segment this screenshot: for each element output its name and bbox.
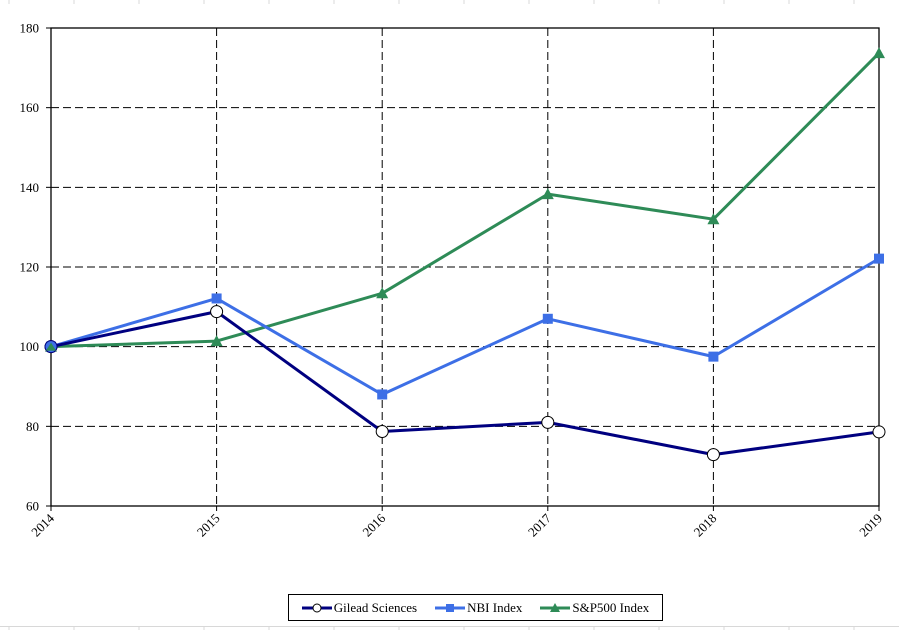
legend-label: Gilead Sciences	[333, 599, 418, 615]
square-marker-icon	[542, 313, 553, 324]
triangle-marker-icon	[541, 188, 554, 200]
triangle-marker-icon	[540, 602, 571, 612]
y-tick-label: 120	[20, 260, 40, 275]
x-tick-label: 2019	[856, 511, 885, 540]
chart-legend: Gilead Sciences NBI Index S&P500 Index	[288, 594, 663, 621]
y-tick-label: 100	[20, 339, 40, 354]
series-s-p500-index	[45, 47, 885, 352]
legend-item-nbi: NBI Index	[435, 600, 522, 616]
square-marker-icon	[435, 603, 466, 612]
square-marker-icon	[708, 351, 719, 362]
square-marker-icon	[377, 389, 388, 400]
square-marker-icon	[211, 293, 222, 304]
triangle-marker-icon	[210, 335, 223, 347]
open-circle-marker-icon	[375, 425, 389, 439]
square-marker-icon	[874, 253, 884, 264]
open-circle-marker-icon	[301, 603, 332, 612]
y-axis: 60 80 100 120 140 160 180	[20, 21, 51, 514]
triangle-marker-icon	[46, 342, 56, 351]
legend-label: NBI Index	[467, 599, 523, 615]
series-gilead-sciences	[44, 305, 886, 462]
x-tick-label: 2015	[194, 511, 223, 540]
open-circle-marker-icon	[210, 305, 224, 319]
x-axis: 2014 2015 2016 2017 2018 2019	[28, 506, 885, 540]
open-circle-marker-icon	[872, 425, 886, 439]
triangle-marker-icon	[376, 287, 389, 299]
legend-item-gilead: Gilead Sciences	[301, 599, 418, 616]
x-tick-label: 2016	[359, 510, 388, 539]
legend-item-sp500: S&P500 Index	[540, 600, 649, 616]
series-nbi-index	[46, 253, 884, 400]
open-circle-marker-icon	[706, 448, 720, 462]
triangle-marker-icon	[707, 213, 720, 225]
x-tick-label: 2017	[525, 510, 554, 539]
open-circle-marker-icon	[541, 415, 555, 429]
y-tick-label: 180	[20, 21, 40, 36]
y-tick-label: 60	[26, 499, 39, 514]
y-tick-label: 140	[20, 180, 40, 195]
legend-label: S&P500 Index	[572, 599, 650, 615]
y-tick-label: 160	[20, 100, 40, 115]
triangle-marker-icon	[873, 47, 885, 59]
x-tick-label: 2014	[28, 510, 57, 539]
y-tick-label: 80	[26, 419, 39, 434]
x-tick-label: 2018	[691, 511, 720, 540]
gridlines	[51, 28, 879, 506]
